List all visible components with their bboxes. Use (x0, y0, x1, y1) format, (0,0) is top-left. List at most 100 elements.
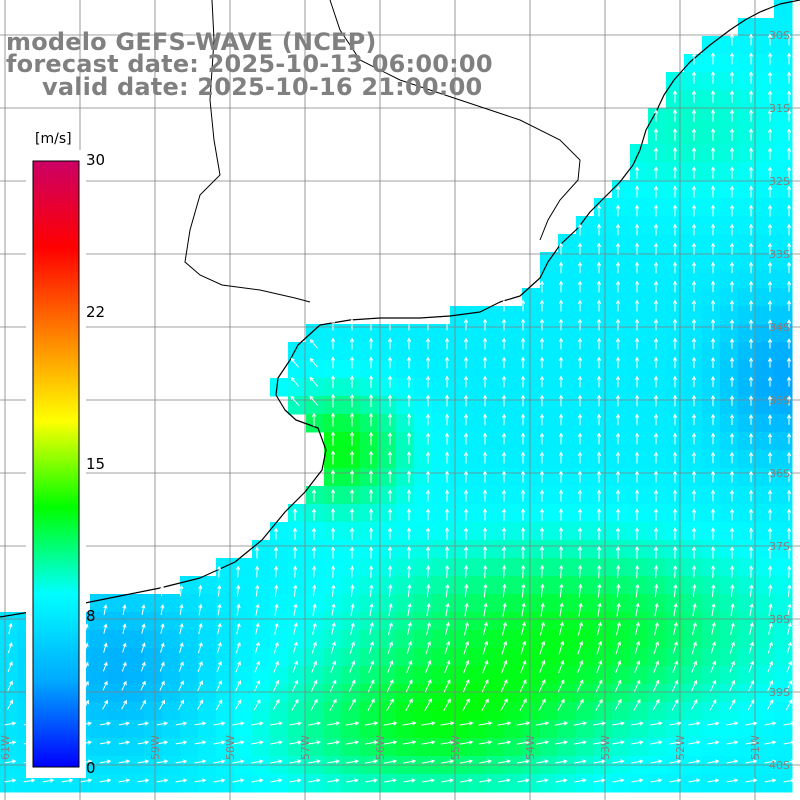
wind-arrow (577, 413, 583, 426)
wind-arrow (368, 489, 374, 502)
wind-speed-cell (468, 450, 487, 469)
wind-speed-cell (414, 612, 433, 631)
wind-speed-cell (468, 594, 487, 613)
wind-arrow (748, 109, 754, 122)
wind-speed-cell (612, 306, 631, 325)
wind-speed-cell (90, 648, 109, 667)
wind-arrow (672, 375, 678, 388)
wind-arrow (745, 721, 758, 726)
wind-arrow (729, 71, 735, 84)
wind-speed-cell (648, 378, 667, 397)
wind-arrow (653, 375, 659, 388)
wind-speed-cell (360, 396, 379, 415)
wind-arrow (729, 299, 735, 312)
wind-speed-cell (396, 720, 415, 739)
wind-arrow (577, 508, 583, 521)
wind-arrow (103, 604, 108, 615)
wind-speed-cell (180, 576, 199, 595)
wind-speed-cell (594, 216, 613, 235)
wind-arrow (368, 660, 375, 673)
wind-speed-cell (180, 612, 199, 631)
latitude-label: 37S (769, 540, 790, 553)
wind-speed-cell (162, 648, 181, 667)
wind-speed-cell (288, 738, 307, 757)
wind-arrow (615, 299, 621, 312)
wind-arrow (634, 413, 640, 426)
wind-speed-cell (522, 774, 541, 793)
wind-arrow (194, 778, 207, 783)
wind-arrow (729, 357, 735, 368)
wind-arrow (498, 778, 511, 783)
wind-arrow (748, 204, 754, 217)
wind-speed-cell (252, 594, 271, 613)
wind-speed-cell (468, 486, 487, 505)
wind-arrow (464, 564, 469, 579)
wind-speed-cell (774, 504, 793, 523)
wind-arrow (615, 375, 621, 388)
wind-arrow (748, 660, 754, 673)
wind-arrow (254, 565, 260, 578)
wind-speed-cell (468, 558, 487, 577)
wind-speed-cell (504, 504, 523, 523)
wind-arrow (614, 679, 622, 692)
wind-arrow (235, 660, 241, 673)
wind-speed-cell (396, 630, 415, 649)
wind-speed-cell (612, 576, 631, 595)
wind-speed-cell (738, 720, 757, 739)
wind-arrow (650, 740, 663, 745)
wind-speed-cell (126, 738, 145, 757)
wind-speed-cell (144, 702, 163, 721)
wind-arrow (539, 394, 545, 407)
wind-arrow (635, 583, 640, 598)
wind-speed-cell (774, 90, 793, 109)
wind-arrow (311, 565, 317, 578)
wind-arrow (421, 759, 436, 764)
wind-arrow (558, 394, 564, 407)
wind-speed-cell (702, 378, 721, 397)
wind-speed-cell (612, 234, 631, 253)
wind-arrow (388, 584, 393, 597)
wind-speed-cell (612, 360, 631, 379)
wind-speed-cell (630, 522, 649, 541)
wind-arrow (729, 52, 735, 65)
wind-arrow (425, 318, 431, 331)
lagoon-outline (184, 0, 581, 303)
wind-arrow (634, 470, 640, 483)
wind-speed-cell (522, 702, 541, 721)
wind-arrow (235, 641, 241, 654)
wind-arrow (121, 680, 127, 691)
wind-speed-cell (774, 486, 793, 505)
wind-speed-cell (378, 396, 397, 415)
wind-arrow (767, 660, 773, 673)
wind-speed-cell (684, 54, 703, 73)
wind-speed-cell (288, 594, 307, 613)
wind-arrow (482, 356, 488, 369)
wind-speed-cell (576, 504, 595, 523)
wind-speed-cell (468, 468, 487, 487)
wind-arrow (156, 778, 169, 783)
wind-speed-cell (648, 324, 667, 343)
wind-arrow (251, 778, 264, 783)
wind-arrow (688, 778, 701, 783)
wind-speed-cell (738, 612, 757, 631)
wind-speed-cell (288, 558, 307, 577)
wind-speed-cell (108, 666, 127, 685)
wind-speed-cell (522, 594, 541, 613)
wind-arrow (500, 679, 508, 693)
wind-arrow (786, 166, 792, 179)
wind-arrow (577, 261, 583, 274)
wind-speed-cell (270, 774, 289, 793)
wind-arrow (520, 451, 526, 464)
wind-arrow (103, 623, 108, 634)
wind-speed-cell (594, 666, 613, 685)
wind-arrow (707, 740, 720, 745)
wind-arrow (745, 759, 758, 764)
wind-arrow (558, 318, 564, 331)
wind-speed-cell (630, 252, 649, 271)
wind-speed-cell (738, 198, 757, 217)
wind-arrow (156, 740, 169, 745)
wind-arrow (691, 280, 697, 293)
wind-arrow (326, 740, 341, 745)
wind-arrow (596, 451, 602, 464)
wind-arrow (6, 699, 14, 710)
